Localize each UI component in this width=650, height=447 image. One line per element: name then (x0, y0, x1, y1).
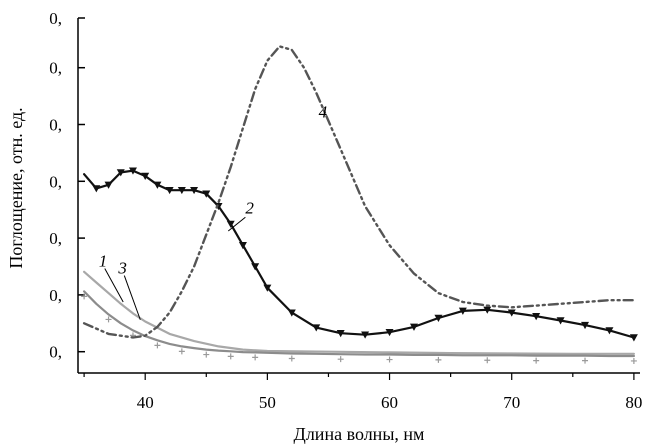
y-tick-label: 0, (49, 59, 62, 78)
x-tick-label: 50 (259, 393, 276, 412)
x-axis-label: Длина волны, нм (294, 424, 425, 444)
series-1-line (83, 270, 635, 355)
series-3-point (178, 348, 185, 355)
y-tick-label: 0, (49, 286, 62, 305)
curve-leader-3 (123, 275, 141, 320)
series-3-point (252, 354, 259, 361)
curve-label-3: 3 (117, 259, 127, 278)
curve-label-4: 4 (319, 102, 328, 121)
series-3-point (227, 353, 234, 360)
series-2-line (83, 169, 635, 339)
series-2-point (177, 186, 186, 195)
series-2-point (116, 169, 125, 177)
series-2-point (128, 167, 137, 175)
curve-label-2: 2 (245, 198, 254, 217)
series-3-point (81, 293, 88, 300)
series-3-point (484, 357, 491, 364)
series-3-point (630, 357, 637, 364)
series-2-point (409, 323, 418, 331)
series-2-point (556, 317, 565, 325)
series-2-point (507, 309, 516, 317)
y-tick-label: 0, (49, 229, 62, 248)
series-3-line (83, 290, 635, 358)
series-3-point (386, 356, 393, 363)
series-3-point (435, 356, 442, 363)
series-2-point (581, 321, 590, 330)
series-3-point (533, 357, 540, 364)
x-ticks: 40 50 60 70 80 (83, 373, 642, 412)
series-3-point (337, 356, 344, 363)
curve-label-1: 1 (99, 252, 108, 271)
series-2-point (483, 306, 492, 314)
series-2-point (287, 309, 296, 317)
y-tick-label: 0, (49, 172, 62, 191)
series-2-point (153, 181, 162, 189)
curve-labels: 1 2 3 4 (99, 102, 328, 320)
series-2-point (165, 186, 174, 195)
y-tick-label: 0, (49, 9, 62, 28)
y-tick-label: 0, (49, 116, 62, 135)
series-2-point (190, 186, 199, 195)
x-tick-label: 70 (503, 393, 520, 412)
series-2-point (263, 284, 272, 292)
x-tick-label: 40 (137, 393, 154, 412)
series-2-point (385, 328, 394, 337)
series-2-point (312, 324, 321, 332)
series-2-point (238, 242, 247, 250)
series-3-point (288, 355, 295, 362)
series-2-point (458, 307, 467, 315)
y-axis-label: Поглощение, отн. ед. (6, 107, 26, 268)
curve-leader-2 (227, 216, 246, 232)
series-group (81, 45, 638, 364)
series-2-point (605, 327, 614, 335)
series-4-line (82, 45, 636, 339)
series-3-point (154, 342, 161, 349)
series-2-point (141, 172, 150, 180)
series-2-point (104, 181, 113, 189)
series-3-point (105, 316, 112, 323)
series-2-point (532, 313, 541, 321)
series-2-point (92, 185, 101, 193)
series-2-point (251, 263, 260, 271)
series-2-point (202, 190, 211, 198)
x-tick-label: 80 (625, 393, 642, 412)
x-tick-label: 60 (381, 393, 398, 412)
series-3-point (203, 351, 210, 358)
series-2-point (629, 334, 638, 342)
y-ticks: 0, 0, 0, 0, 0, 0, 0, (49, 9, 85, 362)
curve-leader-1 (104, 268, 124, 303)
series-2-point (226, 220, 235, 228)
series-2-point (336, 330, 345, 338)
series-3-point (582, 357, 589, 364)
series-2-point (361, 331, 370, 339)
y-tick-label: 0, (49, 343, 62, 362)
series-2-point (434, 314, 443, 322)
